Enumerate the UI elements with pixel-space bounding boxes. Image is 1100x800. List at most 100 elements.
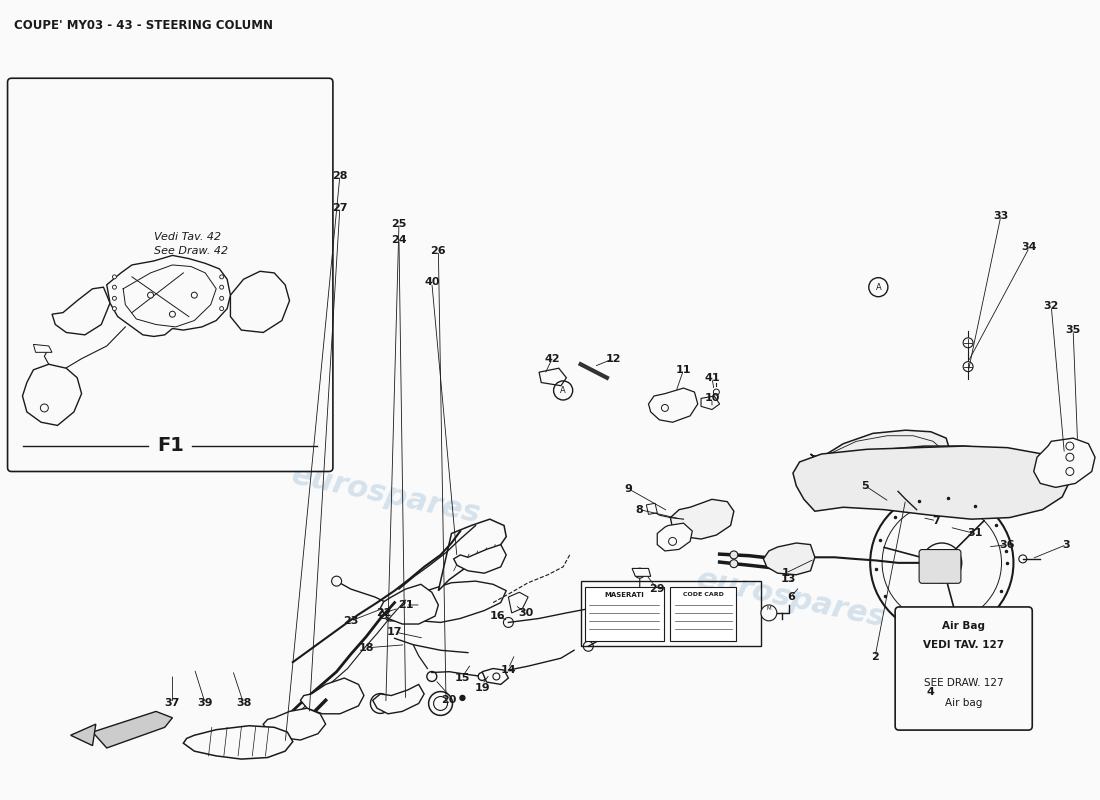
Text: MASERATI: MASERATI bbox=[605, 592, 645, 598]
Text: F1: F1 bbox=[157, 436, 184, 455]
Polygon shape bbox=[184, 726, 293, 759]
Text: 35: 35 bbox=[1066, 325, 1081, 335]
Polygon shape bbox=[373, 685, 425, 714]
Circle shape bbox=[112, 306, 117, 310]
Circle shape bbox=[403, 603, 409, 610]
Circle shape bbox=[375, 698, 385, 709]
Polygon shape bbox=[92, 711, 173, 748]
Circle shape bbox=[1066, 467, 1074, 475]
Circle shape bbox=[112, 296, 117, 300]
Text: Air Bag: Air Bag bbox=[943, 621, 986, 631]
Text: Vedi Tav. 42: Vedi Tav. 42 bbox=[154, 232, 221, 242]
Text: M: M bbox=[767, 606, 771, 610]
Polygon shape bbox=[632, 569, 651, 576]
Text: 40: 40 bbox=[424, 278, 440, 287]
Polygon shape bbox=[439, 519, 506, 590]
Text: eurospares: eurospares bbox=[693, 564, 888, 633]
Text: 34: 34 bbox=[1022, 242, 1037, 253]
Circle shape bbox=[169, 311, 175, 317]
Text: 23: 23 bbox=[343, 616, 359, 626]
Text: 30: 30 bbox=[518, 608, 534, 618]
Polygon shape bbox=[508, 592, 528, 613]
Text: 28: 28 bbox=[332, 171, 348, 181]
Polygon shape bbox=[701, 396, 719, 410]
Polygon shape bbox=[763, 543, 815, 574]
FancyBboxPatch shape bbox=[895, 607, 1032, 730]
Text: 19: 19 bbox=[474, 682, 490, 693]
Polygon shape bbox=[658, 523, 692, 551]
Circle shape bbox=[661, 405, 669, 411]
Circle shape bbox=[427, 671, 437, 682]
Circle shape bbox=[191, 292, 197, 298]
Text: 2: 2 bbox=[871, 652, 879, 662]
Text: 13: 13 bbox=[781, 574, 796, 584]
Polygon shape bbox=[381, 584, 439, 624]
Text: Air bag: Air bag bbox=[945, 698, 982, 708]
Text: 5: 5 bbox=[861, 481, 869, 490]
Text: 38: 38 bbox=[235, 698, 251, 709]
Text: See Draw. 42: See Draw. 42 bbox=[154, 246, 228, 256]
Text: 10: 10 bbox=[704, 394, 719, 403]
Circle shape bbox=[730, 551, 738, 559]
Bar bbox=[581, 581, 761, 646]
Polygon shape bbox=[70, 724, 96, 746]
Circle shape bbox=[331, 576, 342, 586]
Polygon shape bbox=[647, 503, 658, 514]
Text: 31: 31 bbox=[967, 529, 982, 538]
Text: 25: 25 bbox=[392, 218, 407, 229]
Circle shape bbox=[714, 389, 719, 395]
Text: 32: 32 bbox=[1044, 302, 1059, 311]
Text: COUPE' MY03 - 43 - STEERING COLUMN: COUPE' MY03 - 43 - STEERING COLUMN bbox=[13, 18, 273, 31]
Text: 33: 33 bbox=[993, 210, 1009, 221]
Text: 16: 16 bbox=[490, 611, 505, 621]
Circle shape bbox=[761, 605, 777, 621]
Text: 8: 8 bbox=[636, 505, 644, 514]
Text: 14: 14 bbox=[500, 665, 516, 675]
Text: 3: 3 bbox=[1063, 539, 1070, 550]
Text: 9: 9 bbox=[625, 484, 632, 494]
Text: 6: 6 bbox=[786, 592, 794, 602]
Circle shape bbox=[583, 642, 593, 651]
Text: 22: 22 bbox=[376, 608, 392, 618]
Polygon shape bbox=[230, 271, 289, 333]
FancyBboxPatch shape bbox=[8, 78, 333, 471]
Polygon shape bbox=[793, 446, 1070, 519]
Text: 1: 1 bbox=[781, 568, 789, 578]
Text: 21: 21 bbox=[398, 600, 414, 610]
Circle shape bbox=[433, 697, 448, 710]
Circle shape bbox=[964, 362, 974, 371]
Circle shape bbox=[220, 306, 223, 310]
Bar bbox=[585, 586, 663, 641]
Text: 26: 26 bbox=[430, 246, 447, 256]
Text: eurospares: eurospares bbox=[288, 461, 483, 530]
Polygon shape bbox=[33, 344, 52, 352]
Circle shape bbox=[493, 673, 499, 680]
Circle shape bbox=[147, 292, 154, 298]
Polygon shape bbox=[482, 669, 508, 685]
Text: 12: 12 bbox=[606, 354, 621, 364]
Bar bbox=[670, 586, 736, 641]
Circle shape bbox=[379, 610, 387, 618]
Text: 11: 11 bbox=[675, 365, 691, 375]
Text: 37: 37 bbox=[165, 698, 180, 709]
Circle shape bbox=[220, 286, 223, 289]
Circle shape bbox=[220, 275, 223, 279]
Circle shape bbox=[922, 543, 961, 582]
Text: A: A bbox=[876, 282, 881, 292]
Text: 24: 24 bbox=[392, 234, 407, 245]
Text: 42: 42 bbox=[544, 354, 560, 364]
Text: 18: 18 bbox=[359, 643, 374, 653]
Text: 15: 15 bbox=[454, 673, 470, 683]
Circle shape bbox=[220, 296, 223, 300]
Circle shape bbox=[1066, 454, 1074, 461]
Text: 39: 39 bbox=[198, 698, 213, 709]
Text: A: A bbox=[560, 386, 566, 395]
Polygon shape bbox=[670, 499, 734, 539]
Polygon shape bbox=[52, 287, 110, 335]
Circle shape bbox=[964, 338, 974, 348]
Polygon shape bbox=[263, 708, 326, 740]
Circle shape bbox=[669, 538, 676, 546]
Polygon shape bbox=[539, 368, 566, 386]
Polygon shape bbox=[649, 388, 697, 422]
Polygon shape bbox=[300, 678, 364, 714]
